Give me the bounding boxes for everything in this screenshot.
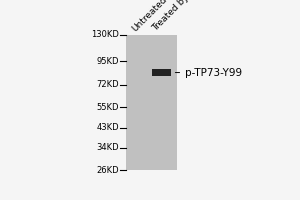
Text: 55KD: 55KD [96, 103, 119, 112]
Text: 95KD: 95KD [96, 57, 119, 66]
Text: 72KD: 72KD [96, 80, 119, 89]
Text: 26KD: 26KD [96, 166, 119, 175]
Text: 34KD: 34KD [96, 143, 119, 152]
Text: Treated by UV: Treated by UV [151, 0, 202, 33]
Text: Untreated: Untreated [130, 0, 169, 33]
Text: 130KD: 130KD [91, 30, 119, 39]
Bar [152, 69, 171, 76]
Text: p-TP73-Y99: p-TP73-Y99 [176, 68, 242, 78]
Text: 43KD: 43KD [96, 123, 119, 132]
Bar [126, 35, 177, 170]
